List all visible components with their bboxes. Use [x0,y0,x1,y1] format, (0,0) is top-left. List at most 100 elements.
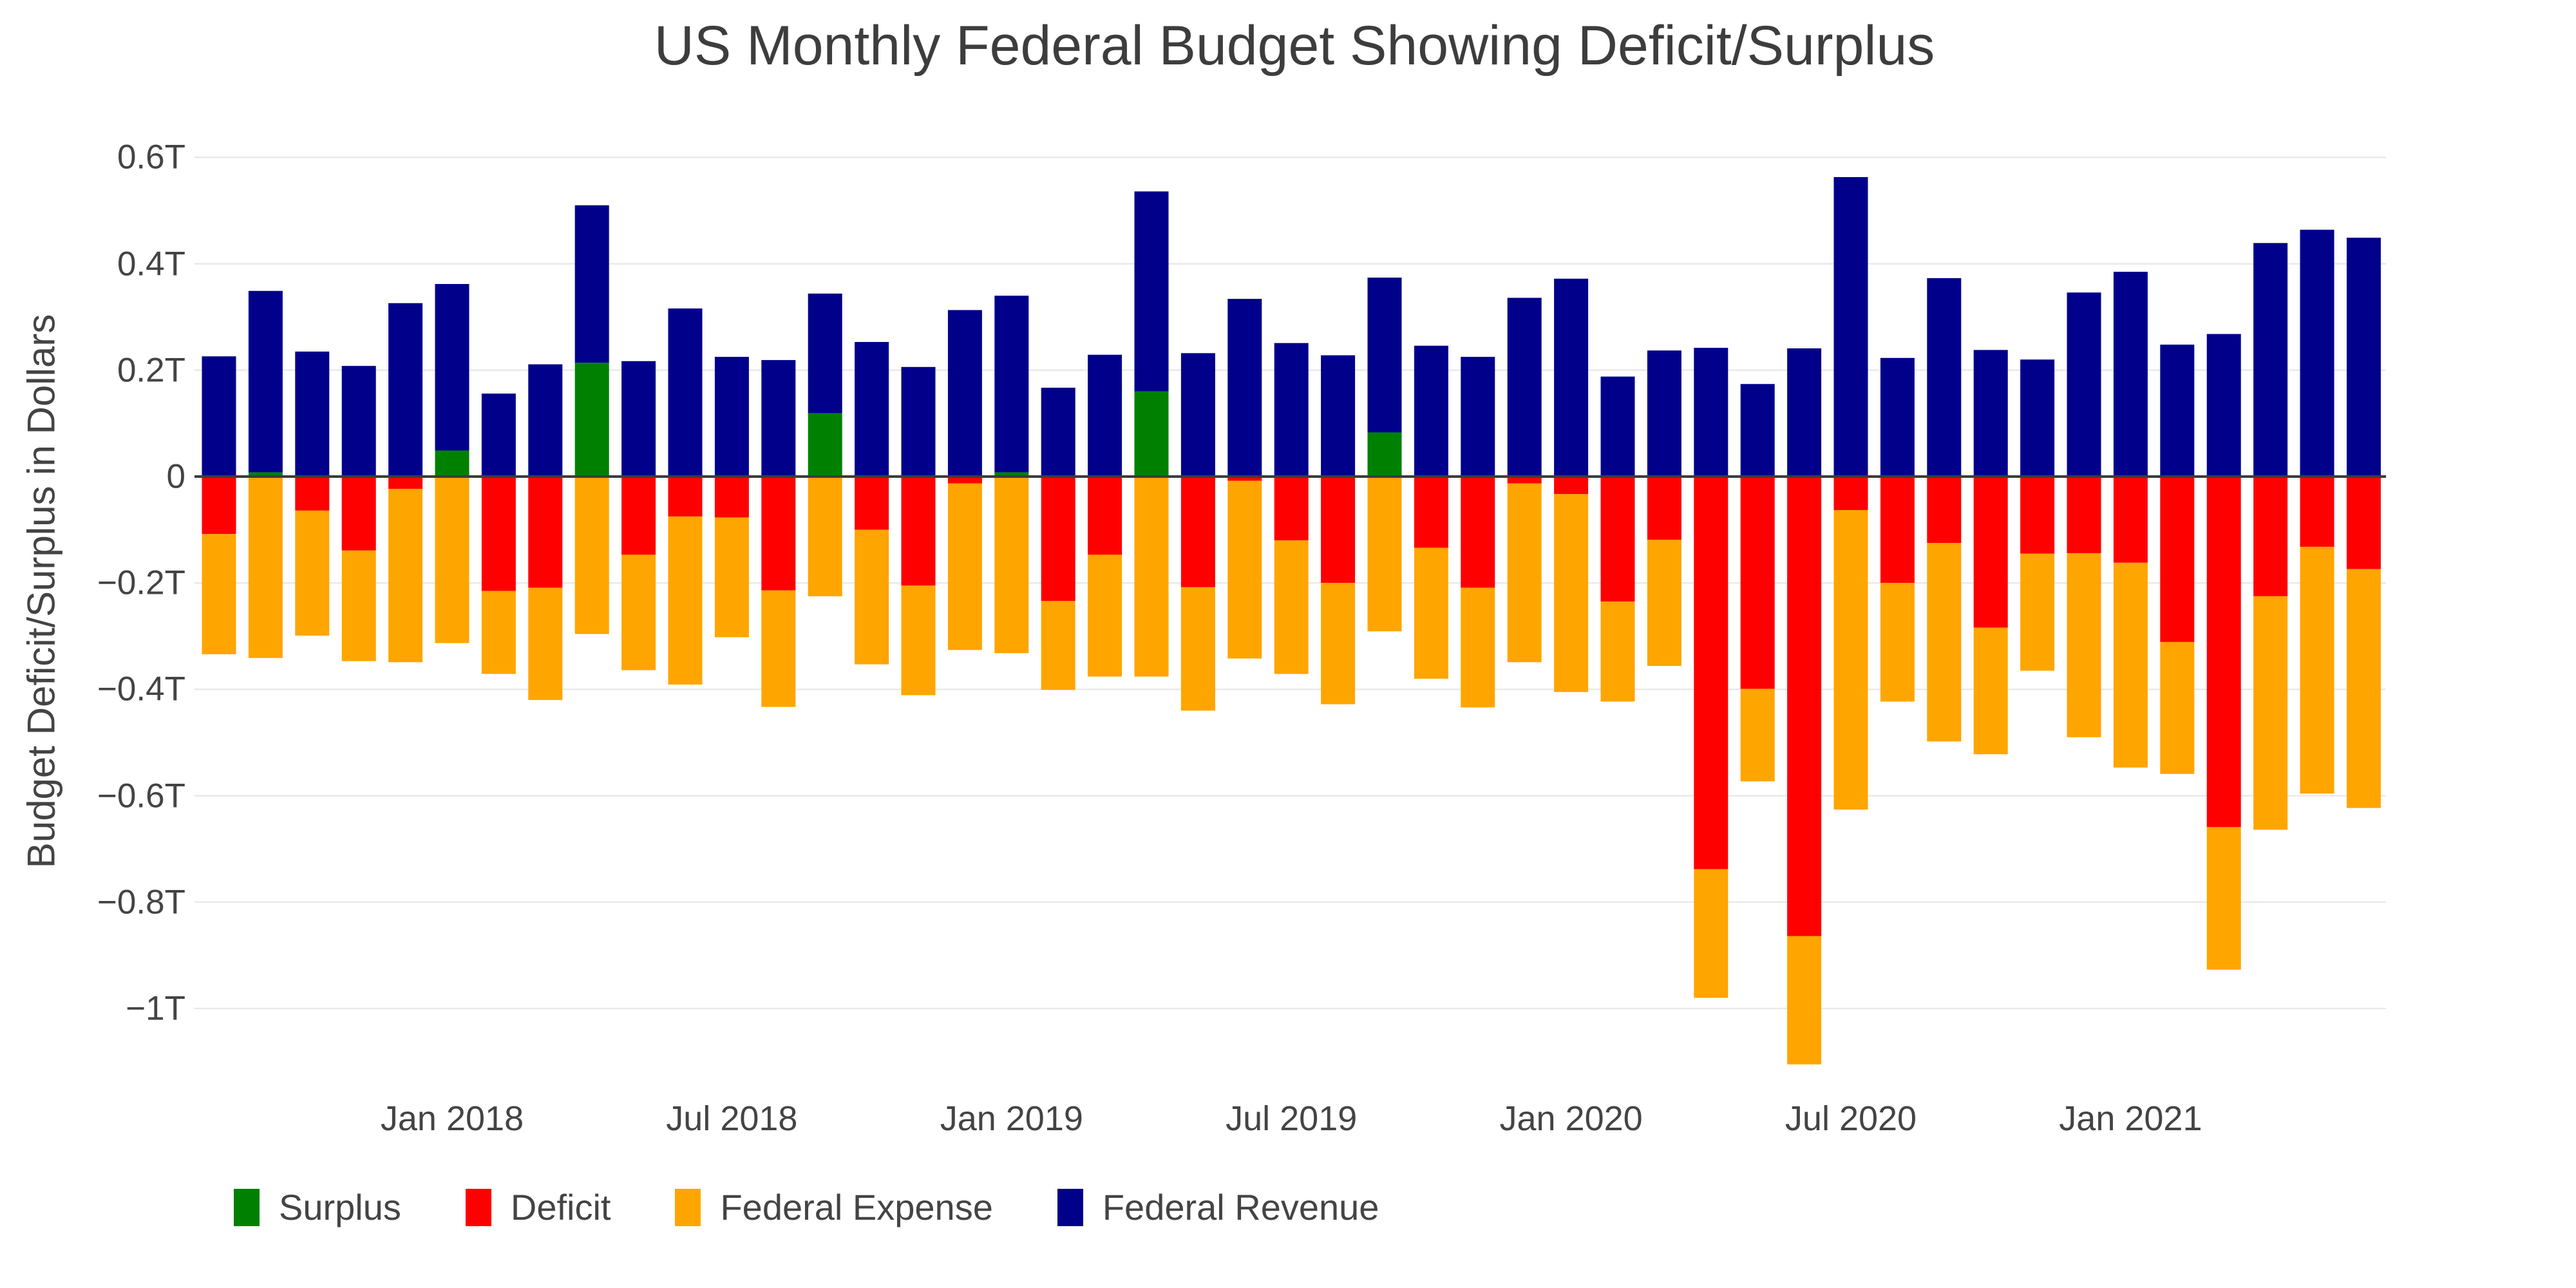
expense-bar-May-2019[interactable] [1180,587,1215,711]
expense-bar-Jul-2019[interactable] [1274,540,1309,674]
revenue-bar-Oct-2020[interactable] [1973,350,2008,477]
expense-bar-Dec-2020[interactable] [2067,553,2101,737]
expense-bar-Sep-2018[interactable] [808,477,842,596]
revenue-bar-Mar-2020[interactable] [1647,350,1681,477]
revenue-bar-Jun-2020[interactable] [1787,348,1822,477]
expense-bar-Oct-2019[interactable] [1414,547,1448,679]
revenue-bar-Aug-2017[interactable] [202,356,236,477]
revenue-bar-Nov-2020[interactable] [2020,359,2055,477]
revenue-bar-Sep-2018[interactable] [808,293,842,413]
revenue-bar-Jun-2018[interactable] [668,308,703,477]
deficit-bar-Mar-2019[interactable] [1088,477,1122,555]
deficit-bar-Mar-2020[interactable] [1647,477,1681,540]
revenue-bar-Feb-2019[interactable] [1041,388,1075,477]
expense-bar-Mar-2019[interactable] [1088,554,1122,677]
revenue-bar-Sep-2020[interactable] [1927,278,1962,477]
legend-item-deficit[interactable]: Deficit [465,1186,611,1228]
expense-bar-Feb-2020[interactable] [1600,601,1635,702]
deficit-bar-Oct-2017[interactable] [295,477,330,511]
revenue-bar-Nov-2019[interactable] [1461,357,1495,477]
expense-bar-Dec-2017[interactable] [388,488,423,663]
revenue-bar-Feb-2020[interactable] [1600,376,1635,477]
revenue-bar-Jun-2019[interactable] [1227,299,1262,477]
deficit-bar-May-2020[interactable] [1740,477,1775,689]
expense-bar-Aug-2018[interactable] [761,590,796,707]
revenue-bar-Jul-2020[interactable] [1833,176,1868,477]
revenue-bar-Feb-2021[interactable] [2160,345,2195,477]
expense-bar-Feb-2018[interactable] [481,591,516,674]
deficit-bar-Nov-2017[interactable] [341,477,376,551]
deficit-bar-Aug-2019[interactable] [1321,477,1356,583]
expense-bar-Sep-2017[interactable] [248,477,283,658]
surplus-bar-Sep-2017[interactable] [248,472,283,477]
deficit-bar-Nov-2019[interactable] [1461,477,1495,588]
deficit-bar-Dec-2017[interactable] [388,477,423,489]
expense-bar-Oct-2020[interactable] [1973,627,2008,755]
surplus-bar-Apr-2018[interactable] [574,363,609,477]
expense-bar-Aug-2019[interactable] [1321,583,1356,705]
revenue-bar-May-2019[interactable] [1180,353,1215,477]
expense-bar-Nov-2019[interactable] [1461,587,1495,708]
revenue-bar-Dec-2017[interactable] [388,303,423,477]
revenue-bar-Jan-2018[interactable] [435,283,469,451]
expense-bar-Feb-2019[interactable] [1041,601,1075,690]
revenue-bar-Jul-2019[interactable] [1274,343,1309,477]
expense-bar-Jan-2019[interactable] [994,477,1029,654]
deficit-bar-May-2019[interactable] [1180,477,1215,587]
deficit-bar-Jan-2021[interactable] [2113,477,2148,563]
expense-bar-May-2021[interactable] [2300,547,2334,794]
deficit-bar-Sep-2020[interactable] [1927,477,1962,544]
expense-bar-Jul-2020[interactable] [1833,510,1868,810]
deficit-bar-Jun-2021[interactable] [2346,477,2381,569]
revenue-bar-May-2021[interactable] [2300,229,2334,477]
deficit-bar-Jul-2020[interactable] [1833,477,1868,511]
revenue-bar-Oct-2019[interactable] [1414,345,1448,477]
revenue-bar-Jun-2021[interactable] [2346,238,2381,477]
revenue-bar-Feb-2018[interactable] [481,393,516,477]
expense-bar-Dec-2018[interactable] [947,483,982,650]
deficit-bar-Dec-2018[interactable] [947,477,982,484]
surplus-bar-Jan-2019[interactable] [994,472,1029,477]
revenue-bar-Apr-2021[interactable] [2253,243,2288,477]
deficit-bar-Mar-2018[interactable] [528,477,563,588]
deficit-bar-Aug-2020[interactable] [1880,477,1915,583]
revenue-bar-Nov-2018[interactable] [901,366,936,477]
revenue-bar-Aug-2018[interactable] [761,360,796,477]
expense-bar-Nov-2018[interactable] [901,585,936,696]
expense-bar-Jun-2018[interactable] [668,516,703,685]
revenue-bar-Jul-2018[interactable] [714,357,749,477]
surplus-bar-Apr-2019[interactable] [1134,391,1169,477]
revenue-bar-Dec-2019[interactable] [1507,298,1542,477]
expense-bar-May-2020[interactable] [1740,688,1775,782]
deficit-bar-Aug-2017[interactable] [202,477,236,535]
deficit-bar-May-2018[interactable] [621,477,656,555]
revenue-bar-Jan-2020[interactable] [1554,278,1589,477]
revenue-bar-Aug-2019[interactable] [1321,355,1356,477]
surplus-bar-Sep-2018[interactable] [808,413,842,477]
deficit-bar-Feb-2018[interactable] [481,477,516,591]
expense-bar-Jan-2020[interactable] [1554,494,1589,692]
expense-bar-Apr-2020[interactable] [1694,869,1728,998]
expense-bar-Jun-2021[interactable] [2346,569,2381,808]
deficit-bar-Jun-2018[interactable] [668,477,703,516]
deficit-bar-Apr-2020[interactable] [1694,477,1728,869]
revenue-bar-May-2020[interactable] [1740,384,1775,477]
revenue-bar-Aug-2020[interactable] [1880,357,1915,477]
revenue-bar-Mar-2019[interactable] [1088,354,1122,477]
deficit-bar-Feb-2019[interactable] [1041,477,1075,601]
expense-bar-Aug-2017[interactable] [202,534,236,654]
revenue-bar-Sep-2019[interactable] [1367,278,1402,433]
deficit-bar-Oct-2018[interactable] [855,477,889,530]
legend-item-federal-revenue[interactable]: Federal Revenue [1057,1186,1379,1228]
revenue-bar-Sep-2017[interactable] [248,290,283,473]
revenue-bar-Mar-2018[interactable] [528,364,563,477]
deficit-bar-Apr-2021[interactable] [2253,477,2288,596]
surplus-bar-Sep-2019[interactable] [1367,432,1402,477]
revenue-bar-Jan-2019[interactable] [994,296,1029,473]
legend-item-surplus[interactable]: Surplus [234,1186,401,1228]
deficit-bar-Mar-2021[interactable] [2206,477,2241,828]
expense-bar-Oct-2018[interactable] [855,529,889,665]
expense-bar-Jan-2018[interactable] [435,477,469,643]
deficit-bar-Jul-2019[interactable] [1274,477,1309,541]
deficit-bar-Jun-2019[interactable] [1227,477,1262,481]
